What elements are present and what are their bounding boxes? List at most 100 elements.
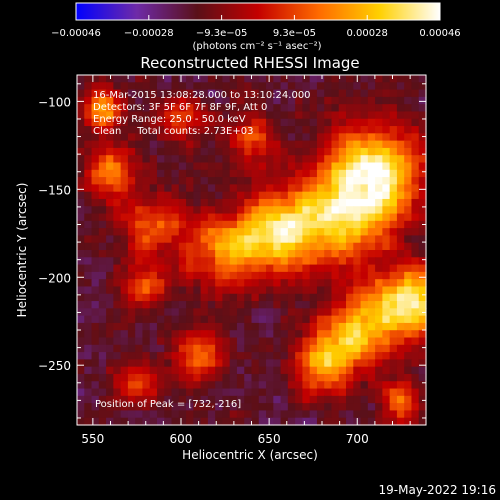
heatmap-cell — [207, 366, 216, 375]
heatmap-cell — [404, 184, 413, 193]
heatmap-cell — [266, 279, 274, 288]
heatmap-cell — [149, 126, 158, 134]
heatmap-cell — [135, 366, 144, 375]
heatmap-cell — [77, 206, 85, 215]
heatmap-cell — [316, 286, 325, 295]
heatmap-cell — [389, 381, 398, 390]
heatmap-cell — [91, 162, 100, 171]
heatmap-cell — [106, 169, 114, 178]
heatmap-cell — [324, 140, 333, 149]
heatmap-cell — [287, 111, 296, 120]
heatmap-cell — [360, 337, 369, 346]
heatmap-cell — [77, 133, 85, 142]
heatmap-cell — [302, 271, 311, 280]
heatmap-cell — [164, 293, 173, 302]
heatmap-cell — [251, 330, 260, 339]
heatmap-cell — [142, 366, 151, 375]
heatmap-cell — [280, 337, 289, 346]
heatmap-cell — [113, 75, 122, 83]
heatmap-cell — [229, 344, 238, 353]
heatmap-cell — [200, 337, 209, 346]
heatmap-cell — [367, 220, 376, 229]
heatmap-cell — [236, 279, 245, 288]
heatmap-cell — [229, 286, 238, 295]
heatmap-cell — [229, 373, 238, 382]
heatmap-cell — [106, 162, 114, 171]
heatmap-cell — [236, 257, 245, 266]
heatmap-cell — [266, 228, 274, 237]
heatmap-cell — [251, 337, 260, 346]
heatmap-cell — [367, 213, 376, 222]
heatmap-cell — [193, 337, 202, 346]
heatmap-cell — [251, 301, 260, 309]
heatmap-cell — [178, 242, 187, 251]
heatmap-cell — [142, 417, 151, 426]
heatmap-cell — [244, 228, 253, 237]
heatmap-cell — [258, 344, 267, 353]
heatmap-cell — [236, 126, 245, 134]
heatmap-cell — [207, 140, 216, 149]
heatmap-cell — [229, 133, 238, 142]
heatmap-cell — [396, 352, 405, 360]
heatmap-cell — [149, 198, 158, 207]
heatmap-cell — [367, 147, 376, 156]
heatmap-cell — [91, 242, 100, 251]
heatmap-cell — [375, 301, 383, 309]
heatmap-cell — [389, 104, 398, 113]
heatmap-cell — [331, 89, 340, 98]
heatmap-cell — [251, 213, 260, 222]
heatmap-cell — [149, 169, 158, 178]
heatmap-cell — [316, 381, 325, 390]
heatmap-cell — [353, 133, 362, 142]
heatmap-cell — [287, 359, 296, 368]
heatmap-cell — [127, 344, 136, 353]
heatmap-cell — [127, 213, 136, 222]
heatmap-cell — [98, 286, 107, 295]
heatmap-cell — [316, 395, 325, 404]
heatmap-cell — [338, 359, 347, 368]
heatmap-cell — [404, 96, 413, 105]
heatmap-cell — [236, 96, 245, 105]
heatmap-cell — [91, 184, 100, 193]
heatmap-cell — [266, 133, 274, 142]
heatmap-cell — [113, 198, 122, 207]
heatmap-cell — [251, 155, 260, 164]
heatmap-cell — [215, 388, 224, 397]
heatmap-cell — [280, 257, 289, 266]
heatmap-cell — [382, 301, 391, 309]
heatmap-cell — [236, 75, 245, 83]
heatmap-cell — [222, 140, 231, 149]
heatmap-cell — [200, 104, 209, 113]
heatmap-cell — [295, 315, 303, 324]
heatmap-cell — [295, 344, 303, 353]
heatmap-cell — [367, 250, 376, 258]
heatmap-cell — [207, 403, 216, 412]
heatmap-cell — [106, 147, 114, 156]
heatmap-cell — [396, 133, 405, 142]
heatmap-cell — [273, 410, 282, 419]
heatmap-cell — [215, 344, 224, 353]
heatmap-cell — [120, 417, 129, 426]
heatmap-cell — [338, 198, 347, 207]
heatmap-cell — [280, 75, 289, 83]
heatmap-cell — [411, 250, 420, 258]
heatmap-cell — [164, 257, 173, 266]
heatmap-cell — [200, 198, 209, 207]
heatmap-cell — [396, 242, 405, 251]
heatmap-cell — [404, 118, 413, 127]
heatmap-cell — [353, 250, 362, 258]
heatmap-cell — [338, 322, 347, 331]
heatmap-cell — [164, 344, 173, 353]
heatmap-cell — [316, 257, 325, 266]
heatmap-cell — [120, 286, 129, 295]
heatmap-cell — [84, 286, 93, 295]
heatmap-cell — [316, 198, 325, 207]
heatmap-cell — [84, 352, 93, 360]
heatmap-cell — [171, 155, 180, 164]
heatmap-cell — [404, 403, 413, 412]
heatmap-cell — [236, 250, 245, 258]
heatmap-cell — [404, 250, 413, 258]
heatmap-cell — [149, 359, 158, 368]
heatmap-cell — [215, 395, 224, 404]
heatmap-cell — [229, 140, 238, 149]
